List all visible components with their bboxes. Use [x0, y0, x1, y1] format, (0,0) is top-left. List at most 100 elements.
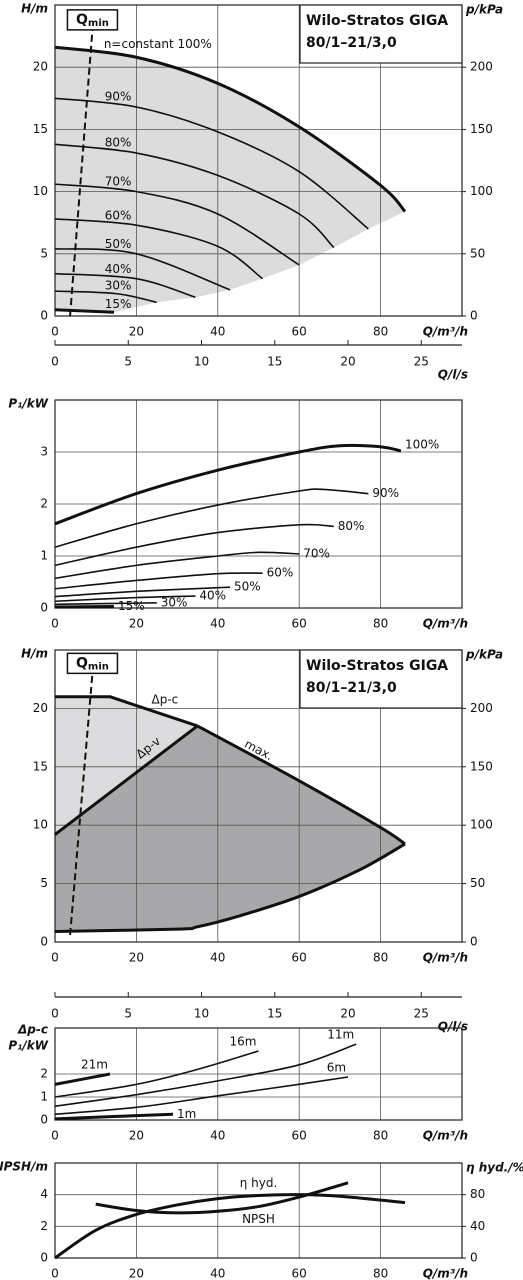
curve [54, 523, 334, 567]
curve [196, 724, 406, 846]
curve-label: 50% [234, 580, 261, 594]
y-tick-label: 15 [33, 759, 48, 773]
x-tick-label: 25 [414, 355, 429, 369]
x-tick-label: 20 [129, 1267, 144, 1280]
curve-label: NPSH [242, 1212, 275, 1226]
title-box [299, 649, 463, 709]
x-tick-label: 80 [373, 617, 388, 631]
x-tick-label: 20 [129, 617, 144, 631]
y2-tick-label: 50 [470, 876, 485, 890]
y-tick-label: 2 [40, 1067, 48, 1081]
y-tick-label: 15 [33, 122, 48, 136]
x-axis-label: Q/l/s [438, 368, 468, 382]
curve-label: 40% [105, 262, 132, 276]
y2-axis-label: p/kPa [465, 3, 503, 17]
curve [54, 183, 300, 266]
curve [54, 97, 369, 230]
plot-frame [54, 4, 463, 317]
plot-frame [54, 399, 463, 609]
title-box [299, 4, 463, 64]
curve [54, 1043, 357, 1107]
y-axis-label: H/m [21, 647, 48, 661]
curve [54, 572, 263, 590]
plot-frame [54, 1162, 463, 1259]
title: 80/1–21/3,0 [306, 680, 397, 696]
x-axis-label: Q/m³/h [423, 1267, 468, 1280]
x-tick-label: 80 [373, 1129, 388, 1143]
curve-label: 40% [199, 589, 226, 603]
curve-label: 50% [105, 237, 132, 251]
curve-label: 11m [327, 1028, 354, 1042]
x-tick-label: 0 [51, 355, 59, 369]
y-tick-label: 0 [40, 601, 48, 615]
y2-tick-label: 0 [470, 935, 478, 949]
curve-label: 30% [161, 595, 188, 609]
x-tick-label: 80 [373, 1267, 388, 1280]
plot-frame [54, 1027, 463, 1121]
curve [95, 1181, 349, 1215]
curve-label: 80% [338, 519, 365, 533]
x-tick-label: 20 [129, 325, 144, 339]
curve [54, 1112, 174, 1121]
curve [54, 218, 264, 280]
x-axis-label: Q/m³/h [423, 1129, 468, 1143]
curve-label: Δp-c [152, 693, 179, 707]
y2-tick-label: 150 [470, 759, 493, 773]
x-tick-label: 40 [210, 1267, 225, 1280]
x-tick-label: 10 [194, 1007, 209, 1021]
curve-label: n=constant 100% [104, 37, 212, 51]
y2-tick-label: 40 [470, 1219, 485, 1233]
title: Wilo-Stratos GIGA [306, 13, 448, 29]
y-tick-label: 1 [40, 1090, 48, 1104]
x-tick-label: 60 [292, 617, 307, 631]
curve-label: 100% [405, 437, 439, 451]
y-tick-label: 20 [33, 60, 48, 74]
curve-label: 21m [81, 1058, 108, 1072]
y-tick-label: 2 [40, 1219, 48, 1233]
y-tick-label: 4 [40, 1187, 48, 1201]
x-tick-label: 0 [51, 1007, 59, 1021]
y2-axis-label: η hyd./% [466, 1161, 523, 1175]
curve [55, 695, 198, 728]
x-tick-label: 60 [292, 1129, 307, 1143]
curve-label: 70% [303, 546, 330, 560]
y2-tick-label: 50 [470, 246, 485, 260]
curve-label: 70% [105, 174, 132, 188]
y-axis-label: NPSH/m [0, 1160, 48, 1174]
y-tick-label: 0 [40, 935, 48, 949]
x-tick-label: 60 [292, 325, 307, 339]
curve [54, 488, 369, 548]
x-axis-label: Q/m³/h [423, 325, 468, 339]
curve-label: 15% [105, 297, 132, 311]
y-tick-label: 5 [40, 246, 48, 260]
x-tick-label: 0 [51, 1129, 59, 1143]
qmin-box [66, 652, 119, 675]
x-tick-label: 40 [210, 1129, 225, 1143]
x-tick-label: 40 [210, 951, 225, 965]
y2-tick-label: 200 [470, 60, 493, 74]
y2-tick-label: 100 [470, 184, 493, 198]
curve [54, 842, 406, 933]
y-axis-label: P₁/kW [8, 397, 48, 411]
y-tick-label: 0 [40, 1251, 48, 1265]
y2-tick-label: 200 [470, 701, 493, 715]
y2-axis-label: p/kPa [465, 648, 503, 662]
y-tick-label: 10 [33, 818, 48, 832]
curve [54, 272, 196, 299]
x-tick-label: 0 [51, 617, 59, 631]
curve [54, 724, 199, 836]
y-axis-label: H/m [21, 2, 48, 16]
y-axis-label: Δp-c [17, 1023, 48, 1037]
range-dp-c [55, 696, 198, 835]
curve [54, 551, 300, 580]
curve-label: 30% [105, 279, 132, 293]
x-axis-label: Q/m³/h [423, 617, 468, 631]
curve [54, 45, 407, 213]
x-tick-label: 20 [340, 1007, 355, 1021]
x-tick-label: 80 [373, 325, 388, 339]
y-tick-label: 10 [33, 184, 48, 198]
x-tick-label: 15 [267, 1007, 282, 1021]
curve [54, 602, 157, 606]
qmin-label: Qmin [76, 12, 109, 29]
